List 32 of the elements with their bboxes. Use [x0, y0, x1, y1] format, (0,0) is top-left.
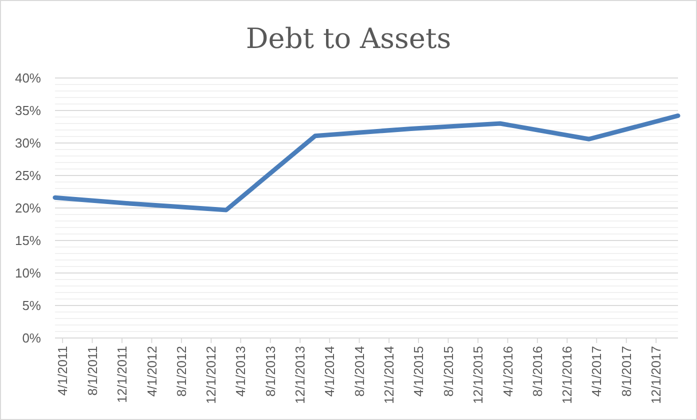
x-tick-label: 12/1/2013: [292, 346, 308, 404]
y-tick-label: 30%: [14, 136, 42, 151]
x-tick-label: 12/1/2012: [204, 346, 219, 404]
x-tick-label: 4/1/2012: [144, 346, 160, 397]
x-tick-label: 8/1/2012: [174, 346, 189, 397]
y-tick-label: 15%: [14, 233, 42, 248]
y-tick-label: 5%: [22, 298, 42, 314]
y-tick-label: 35%: [14, 103, 42, 118]
x-tick-label: 12/1/2016: [560, 346, 575, 404]
y-tick-label: 40%: [14, 70, 42, 86]
x-tick-label: 4/1/2017: [589, 346, 604, 397]
y-tick-label: 20%: [14, 200, 42, 216]
x-tick-label: 4/1/2016: [500, 346, 516, 397]
x-tick-label: 8/1/2014: [352, 346, 367, 397]
x-tick-label: 8/1/2015: [440, 346, 456, 397]
x-tick-label: 4/1/2011: [55, 346, 70, 396]
x-tick-label: 4/1/2015: [411, 346, 426, 397]
line-series: [52, 113, 680, 212]
x-tick-label: 4/1/2014: [322, 346, 338, 397]
y-tick-label: 10%: [14, 266, 42, 281]
x-tick-label: 8/1/2013: [262, 346, 278, 397]
x-tick-label: 12/1/2014: [382, 346, 397, 404]
x-tick-label: 8/1/2011: [84, 346, 100, 396]
x-tick-label: 4/1/2013: [233, 346, 248, 397]
y-tick-label: 25%: [14, 168, 42, 184]
x-tick-label: 12/1/2015: [470, 346, 486, 404]
x-tick-label: 8/1/2016: [530, 346, 545, 397]
y-tick-label: 0%: [22, 330, 42, 346]
x-tick-label: 12/1/2017: [648, 346, 664, 404]
x-tick-label: 8/1/2017: [618, 346, 634, 397]
chart-title: Debt to Assets: [246, 22, 452, 55]
x-tick-label: 12/1/2011: [114, 346, 130, 403]
